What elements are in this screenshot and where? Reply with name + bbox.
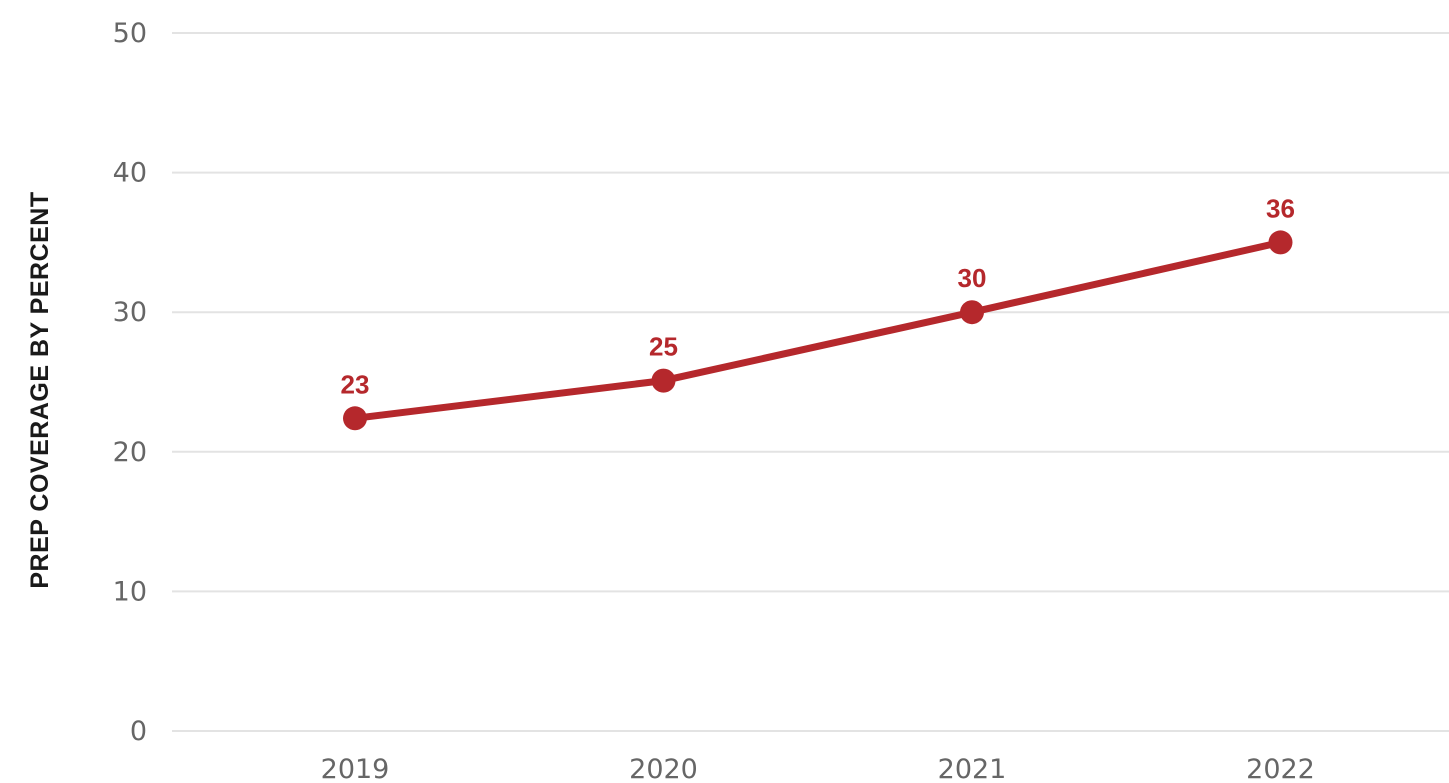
x-tick-label: 2022 [1246, 754, 1315, 783]
y-tick-label: 50 [113, 18, 147, 49]
data-point [960, 300, 984, 325]
gridlines [172, 32, 1449, 732]
data-point [1268, 230, 1293, 255]
y-tick-label: 30 [113, 297, 147, 328]
y-tick-label: 20 [113, 437, 147, 468]
data-point [651, 368, 676, 393]
x-axis-tick-labels: 2019 2020 2021 2022 [321, 754, 1315, 783]
series-line [351, 238, 1284, 422]
data-label-layer: 23 25 30 36 [341, 193, 1295, 399]
y-tick-label: 40 [113, 158, 147, 189]
y-tick-label: 0 [130, 716, 147, 747]
y-tick-label: 10 [113, 576, 147, 607]
data-label: 30 [958, 263, 987, 293]
x-tick-label: 2019 [321, 754, 390, 783]
data-label: 23 [341, 369, 370, 399]
data-label: 36 [1266, 193, 1295, 223]
y-axis-title: PREP COVERAGE BY PERCENT [26, 191, 54, 588]
x-tick-label: 2021 [938, 754, 1007, 783]
data-label: 25 [649, 332, 678, 362]
x-tick-label: 2020 [629, 754, 698, 783]
series-layer [343, 230, 1293, 431]
y-axis-tick-labels: 0 10 20 30 40 50 [113, 18, 147, 747]
data-point [343, 406, 367, 431]
